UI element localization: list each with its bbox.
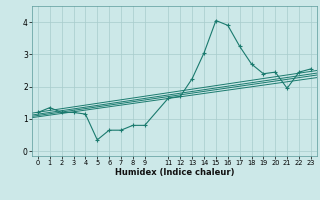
X-axis label: Humidex (Indice chaleur): Humidex (Indice chaleur)	[115, 168, 234, 177]
